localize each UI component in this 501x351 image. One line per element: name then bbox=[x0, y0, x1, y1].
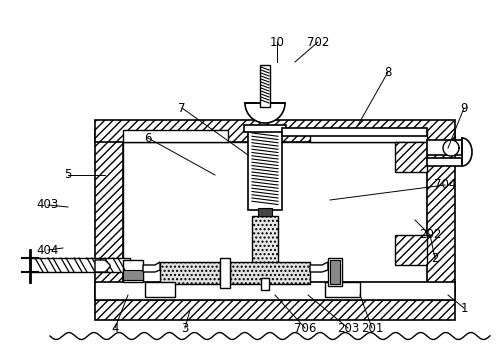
Bar bbox=[426, 140, 461, 155]
Bar bbox=[310, 130, 426, 142]
Text: 8: 8 bbox=[384, 66, 391, 79]
Bar bbox=[252, 216, 278, 278]
Bar bbox=[95, 120, 454, 142]
Polygon shape bbox=[442, 140, 458, 156]
Bar bbox=[260, 65, 270, 107]
Bar bbox=[282, 128, 426, 136]
Bar bbox=[324, 282, 359, 297]
Bar bbox=[145, 282, 175, 297]
Bar bbox=[30, 258, 130, 272]
Text: 403: 403 bbox=[37, 199, 59, 212]
Text: 704: 704 bbox=[433, 179, 455, 192]
Text: 404: 404 bbox=[37, 244, 59, 257]
Polygon shape bbox=[143, 262, 160, 272]
Polygon shape bbox=[95, 260, 110, 272]
Bar bbox=[219, 258, 229, 288]
Bar bbox=[247, 130, 282, 210]
Text: 1: 1 bbox=[459, 302, 467, 314]
Text: 9: 9 bbox=[459, 101, 467, 114]
Text: 201: 201 bbox=[360, 322, 382, 335]
Text: 10: 10 bbox=[269, 35, 284, 48]
Text: 4: 4 bbox=[111, 322, 119, 335]
Bar bbox=[329, 260, 339, 284]
Text: 202: 202 bbox=[418, 229, 440, 241]
Text: 702: 702 bbox=[306, 35, 329, 48]
Bar bbox=[123, 270, 143, 280]
Bar bbox=[261, 278, 269, 290]
Bar bbox=[229, 262, 310, 284]
Polygon shape bbox=[310, 262, 327, 272]
Bar bbox=[123, 142, 426, 282]
Bar bbox=[123, 260, 143, 282]
Text: 203: 203 bbox=[336, 322, 358, 335]
Bar bbox=[243, 125, 286, 132]
Bar bbox=[123, 130, 227, 142]
Bar bbox=[258, 208, 272, 216]
Text: 3: 3 bbox=[181, 322, 188, 335]
Bar bbox=[95, 282, 454, 300]
Bar bbox=[426, 158, 461, 166]
Text: 2: 2 bbox=[430, 252, 438, 265]
Text: 5: 5 bbox=[64, 168, 72, 181]
Bar bbox=[394, 142, 426, 172]
Polygon shape bbox=[244, 103, 285, 123]
Bar bbox=[95, 300, 454, 320]
Bar bbox=[327, 258, 341, 286]
Text: 706: 706 bbox=[293, 322, 316, 335]
Text: 6: 6 bbox=[144, 132, 151, 145]
Bar bbox=[426, 130, 454, 300]
Bar bbox=[394, 235, 426, 265]
Bar bbox=[95, 130, 123, 300]
Bar bbox=[160, 262, 219, 284]
Text: 7: 7 bbox=[178, 101, 185, 114]
